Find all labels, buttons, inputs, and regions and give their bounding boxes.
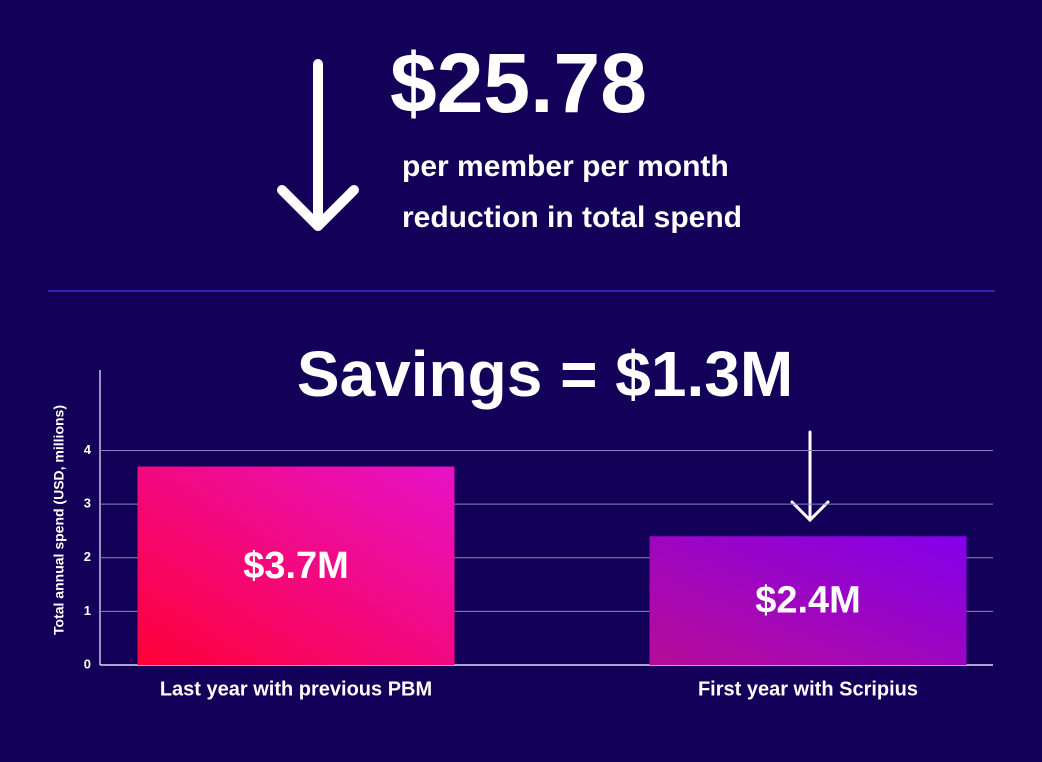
headline-figure: $25.78 [390,36,647,130]
y-axis-label: Total annual spend (USD, millions) [51,405,67,635]
x-tick-label: First year with Scripius [698,678,918,700]
value-label: $2.4M [755,580,861,622]
y-tick-label: 0 [84,656,91,671]
bar [137,466,455,665]
value-label: $3.7M [243,545,349,587]
y-tick-label: 3 [84,496,91,511]
annotation: Savings = $1.3M [297,338,793,410]
x-tick-label: Last year with previous PBM [160,678,432,700]
y-tick-label: 1 [84,603,91,618]
big-down-arrow [277,59,359,231]
bar [649,536,967,665]
y-tick-label: 4 [84,442,92,457]
headline-line: per member per month [402,150,729,183]
small-down-arrow [790,430,830,523]
y-tick-label: 2 [84,549,91,564]
headline-line: reduction in total spend [402,201,742,234]
